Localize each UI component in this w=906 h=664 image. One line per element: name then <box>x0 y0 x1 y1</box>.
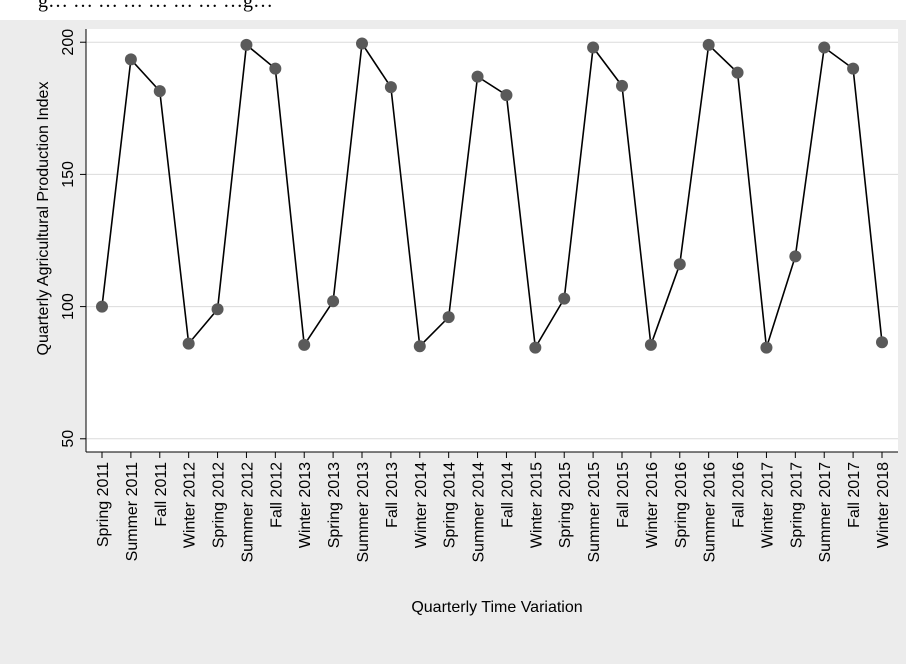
x-tick-label: Summer 2012 <box>239 462 256 563</box>
y-tick-label: 50 <box>60 430 77 448</box>
cropped-caption-strip: g… … … … … … … …g… <box>0 0 906 20</box>
data-point <box>240 38 253 51</box>
data-point <box>673 258 686 271</box>
x-tick-label: Summer 2015 <box>586 462 603 563</box>
y-tick-label: 150 <box>60 161 77 188</box>
x-tick-label: Winter 2018 <box>875 462 892 548</box>
x-tick-label: Fall 2016 <box>731 462 748 528</box>
x-tick-label: Winter 2015 <box>528 462 545 548</box>
data-point <box>876 336 888 349</box>
data-point <box>760 341 773 354</box>
data-point <box>529 341 542 354</box>
data-point <box>789 250 802 263</box>
data-point <box>847 62 860 75</box>
y-tick-label: 200 <box>60 29 77 56</box>
y-axis: 50 100 150 200 <box>60 29 87 452</box>
x-tick-label: Fall 2011 <box>153 462 170 527</box>
data-point <box>471 70 484 83</box>
x-axis-label: Quarterly Time Variation <box>411 599 582 616</box>
x-tick-label: Summer 2011 <box>124 462 141 561</box>
grid-lines <box>86 41 898 440</box>
data-point <box>211 303 224 316</box>
x-tick-label: Summer 2016 <box>702 462 719 563</box>
plot-area <box>86 29 898 452</box>
x-tick-label: Summer 2014 <box>471 462 488 563</box>
x-tick-label: Spring 2014 <box>442 462 459 548</box>
data-point <box>153 85 166 98</box>
x-tick-label: Winter 2016 <box>644 462 661 548</box>
x-tick-label: Winter 2014 <box>413 462 430 548</box>
data-point <box>269 62 282 75</box>
x-tick-label: Winter 2012 <box>182 462 199 548</box>
data-point <box>356 37 368 50</box>
data-point <box>327 295 340 308</box>
data-point <box>413 340 426 353</box>
cropped-caption: g… … … … … … … …g… <box>38 0 273 12</box>
x-tick-label: Spring 2017 <box>788 462 805 548</box>
data-point <box>702 38 715 51</box>
y-tick-label: 100 <box>60 293 77 320</box>
data-point <box>298 338 311 351</box>
data-point <box>731 66 744 79</box>
data-point <box>182 337 195 350</box>
y-axis-label: Quarterly Agricultural Production Index <box>35 82 52 356</box>
data-point <box>616 79 628 92</box>
x-tick-label: Spring 2013 <box>326 462 343 548</box>
x-tick-label: Fall 2017 <box>846 462 863 528</box>
x-tick-label: Fall 2012 <box>268 462 285 528</box>
data-point <box>500 89 513 102</box>
x-tick-label: Spring 2016 <box>673 462 690 548</box>
data-point <box>818 41 831 54</box>
x-tick-label: Spring 2012 <box>211 462 228 548</box>
data-point <box>384 81 397 94</box>
x-tick-label: Summer 2013 <box>355 462 372 563</box>
x-tick-label: Fall 2015 <box>615 462 632 528</box>
data-point <box>644 338 657 351</box>
data-point <box>587 41 600 54</box>
x-tick-label: Fall 2013 <box>384 462 401 528</box>
series-path <box>101 41 883 351</box>
x-axis: Spring 2011 Summer 2011 Fall 2011 Winter 20… <box>86 451 898 563</box>
data-point <box>124 53 137 66</box>
series-line <box>96 37 888 354</box>
x-tick-label: Spring 2015 <box>557 462 574 548</box>
data-point <box>558 292 571 305</box>
x-tick-label: Spring 2011 <box>95 462 112 547</box>
x-tick-label: Winter 2013 <box>297 462 314 548</box>
data-point <box>442 311 455 324</box>
data-point <box>96 300 108 313</box>
x-tick-label: Fall 2014 <box>499 462 516 528</box>
x-tick-label: Summer 2017 <box>817 462 834 563</box>
x-tick-label: Winter 2017 <box>759 462 776 548</box>
